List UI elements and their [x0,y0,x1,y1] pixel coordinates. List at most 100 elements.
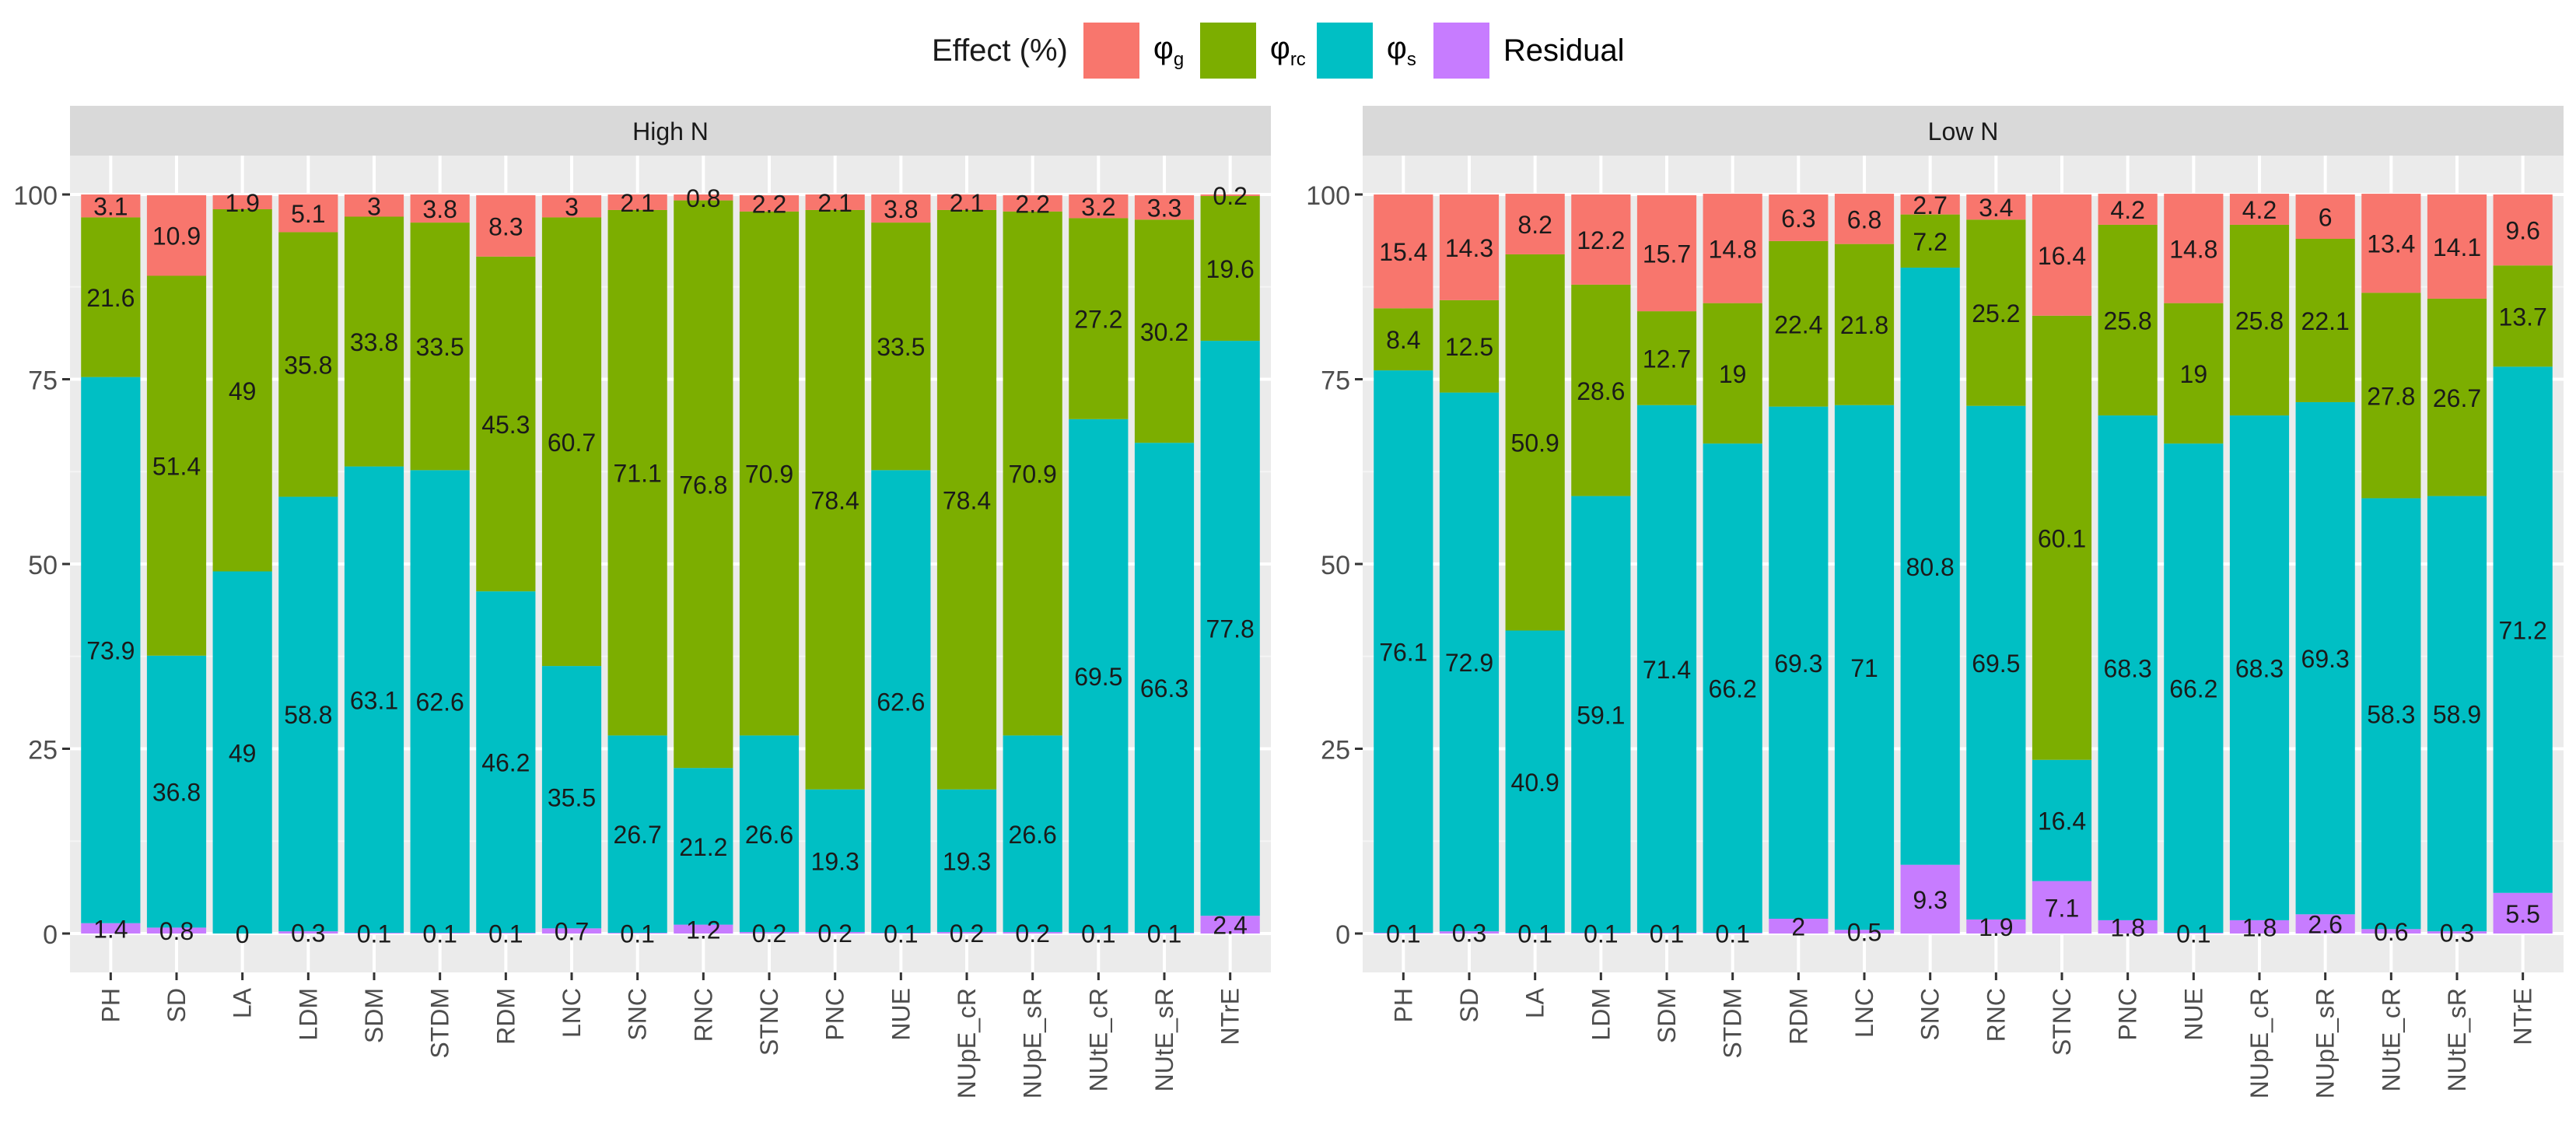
data-label-stdm-phi_rc: 33.5 [416,333,464,361]
bar-lnc-residual [541,928,602,934]
data-label-ntre-phi_s: 77.8 [1206,615,1255,643]
data-label-rdm-phi_rc: 45.3 [481,411,530,439]
legend: Effect (%) φg φrc φs Residual [0,16,2576,86]
bar-ph-phi_s [81,377,141,923]
data-label-nue-phi_g: 14.8 [2169,235,2217,263]
x-tick-label-nue: NUE [2179,988,2207,1041]
x-tick-label-nue: NUE [887,988,915,1041]
bar-stnc-residual [739,932,800,934]
bar-nupe-sr-phi_g [1003,194,1062,212]
bar-pnc-phi_s [805,789,865,933]
x-tick-label-nupe-sr: NUpE_sR [2312,988,2340,1098]
bar-rdm-phi_rc [476,256,536,592]
data-label-nute-cr-phi_g: 3.2 [1081,193,1115,221]
bar-nupe-sr-residual [2295,914,2355,934]
data-label-ntre-phi_g: 0.2 [1213,182,1247,210]
bar-stdm-phi_g [410,194,470,223]
bar-pnc-phi_g [2098,194,2158,225]
bar-ldm-phi_rc [278,232,338,497]
bar-rnc-phi_s [674,768,733,925]
data-label-stnc-phi_g: 2.2 [752,190,786,218]
data-label-snc-phi_rc: 7.2 [1913,228,1947,256]
bar-ntre-phi_rc [2493,265,2553,367]
data-label-ph-phi_rc: 8.4 [1386,326,1420,354]
x-tick-label-nute-cr: NUtE_cR [2377,988,2405,1091]
bar-stnc-phi_g [739,194,800,212]
data-label-pnc-phi_g: 2.1 [817,189,852,217]
data-label-nupe-cr-residual: 1.8 [2242,913,2277,941]
bar-nupe-cr-phi_g [936,194,997,210]
data-label-nupe-cr-phi_s: 68.3 [2235,654,2284,682]
bar-ph-residual [1374,933,1433,934]
data-label-lnc-residual: 0.5 [1847,919,1881,947]
data-label-nue-phi_rc: 33.5 [877,333,925,361]
bar-nue-phi_rc [871,222,931,471]
data-label-stnc-residual: 0.2 [752,920,786,948]
data-label-snc-residual: 0.1 [620,920,654,948]
bar-stdm-residual [1703,933,1762,934]
legend-key-phi-g [1083,23,1139,79]
data-label-stnc-phi_s: 26.6 [745,821,793,849]
legend-label-phi-g: φg [1153,30,1185,70]
bar-snc-phi_g [607,194,667,210]
y-tick-label: 100 [13,181,58,211]
bar-ldm-phi_rc [1571,284,1631,496]
data-label-stdm-residual: 0.1 [1715,920,1749,948]
bar-sd-residual [1439,931,1500,934]
bar-snc-phi_rc [1900,214,1960,268]
bar-nute-cr-residual [1069,933,1129,934]
data-label-sdm-phi_rc: 33.8 [350,328,398,356]
bar-nute-sr-residual [1134,933,1195,934]
x-tick-label-stdm: STDM [1719,988,1747,1059]
y-tick-label: 0 [1335,920,1350,950]
bar-nupe-cr-phi_s [936,789,997,933]
data-label-rdm-residual: 0.1 [488,920,523,948]
data-label-stnc-phi_s: 16.4 [2038,807,2086,835]
bar-ldm-residual [1571,933,1631,934]
data-label-stnc-phi_rc: 70.9 [745,461,793,489]
data-label-pnc-residual: 1.8 [2110,913,2144,941]
data-label-la-residual: 0.1 [1517,920,1552,948]
x-tick-label-pnc: PNC [821,988,849,1041]
bar-pnc-phi_rc [2098,224,2158,416]
x-tick-label-la: LA [1521,987,1549,1018]
data-label-nupe-cr-phi_g: 2.1 [950,189,984,217]
data-label-rnc-phi_s: 21.2 [679,833,727,861]
bar-sd-phi_g [1439,194,1500,300]
data-label-snc-phi_g: 2.7 [1913,191,1947,219]
data-label-rnc-residual: 1.2 [686,916,720,944]
data-label-rdm-phi_rc: 22.4 [1774,310,1822,338]
data-label-ldm-phi_rc: 28.6 [1577,377,1625,405]
bar-rdm-phi_s [1769,406,1829,919]
data-label-snc-phi_rc: 71.1 [614,460,662,488]
bar-ntre-residual [2493,892,2553,934]
bar-snc-phi_g [1900,194,1960,215]
data-label-ntre-phi_s: 71.2 [2499,617,2547,645]
bar-stnc-phi_rc [739,211,800,736]
data-label-rnc-phi_g: 3.4 [1979,194,2013,222]
bar-nute-cr-phi_rc [1069,218,1129,419]
bar-ldm-phi_s [278,496,338,932]
data-label-nupe-sr-phi_rc: 70.9 [1009,461,1057,489]
bar-nupe-sr-phi_g [2295,194,2355,239]
data-label-sd-phi_g: 10.9 [152,222,201,250]
bar-lnc-phi_s [1834,405,1895,930]
data-label-ldm-phi_rc: 35.8 [284,352,332,380]
x-tick-label-ph: PH [96,988,124,1022]
data-label-nute-sr-phi_s: 58.9 [2433,700,2481,728]
bar-nute-cr-phi_g [1069,194,1129,219]
legend-label-residual: Residual [1503,33,1625,68]
bar-stdm-phi_g [1703,194,1762,303]
bar-ntre-phi_s [1200,341,1260,916]
data-label-nupe-cr-phi_g: 4.2 [2242,196,2277,224]
bar-la-phi_s [212,571,272,934]
bar-nupe-sr-phi_s [1003,735,1062,933]
panel-strip [1363,106,2564,156]
bar-rnc-residual [674,924,733,934]
bar-stnc-phi_g [2032,194,2092,316]
data-label-nute-sr-phi_g: 14.1 [2433,233,2481,261]
data-label-ldm-residual: 0.3 [291,920,325,948]
x-tick-label-ldm: LDM [294,988,322,1041]
data-label-sd-residual: 0.3 [1452,920,1486,948]
data-label-sd-phi_s: 36.8 [152,779,201,807]
